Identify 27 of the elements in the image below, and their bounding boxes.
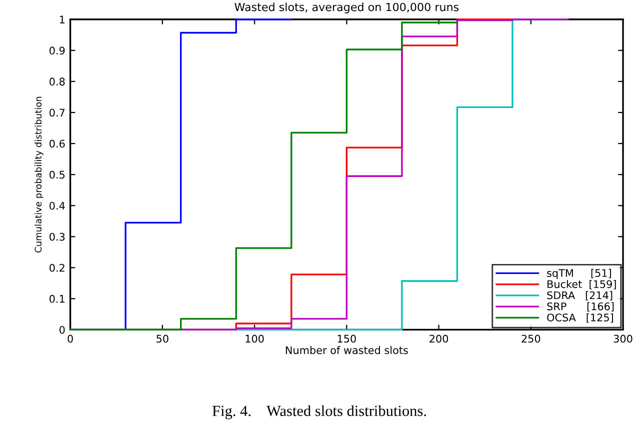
- legend-label: OCSA [125]: [547, 313, 613, 323]
- x-tick-label: 250: [522, 334, 540, 343]
- x-tick-label: 200: [430, 334, 448, 343]
- y-tick-label: 0.6: [50, 140, 65, 148]
- y-tick-label: 0.7: [50, 108, 65, 117]
- legend-label: Bucket [159]: [548, 280, 616, 290]
- legend-label: SRP [166]: [547, 302, 614, 312]
- caption: Fig. 4. Wasted slots distributions.: [212, 405, 426, 420]
- x-tick-label: 150: [338, 334, 356, 343]
- y-tick-label: 1: [60, 16, 64, 24]
- x-tick-label: 0: [68, 334, 73, 343]
- legend-label: SDRA [214]: [547, 291, 612, 300]
- x-tick-label: 50: [156, 334, 168, 343]
- y-tick-label: 0: [59, 326, 65, 334]
- x-axis-title: Number of wasted slots: [286, 346, 408, 354]
- y-tick-label: 0.9: [50, 46, 65, 55]
- y-tick-label: 0.8: [50, 78, 65, 86]
- y-tick-label: 0.2: [50, 264, 64, 272]
- y-axis-title: Cumulative probability distribution: [34, 96, 44, 252]
- y-tick-label: 0.1: [50, 294, 64, 303]
- chart-title: Wasted slots, averaged on 100,000 runs: [234, 2, 459, 14]
- x-tick-label: 300: [614, 334, 632, 343]
- legend-label: sqTM [51]: [547, 268, 611, 279]
- y-tick-label: 0.3: [50, 232, 65, 241]
- x-tick-label: 100: [246, 334, 264, 343]
- y-tick-label: 0.5: [50, 170, 65, 179]
- y-tick-label: 0.4: [50, 202, 65, 210]
